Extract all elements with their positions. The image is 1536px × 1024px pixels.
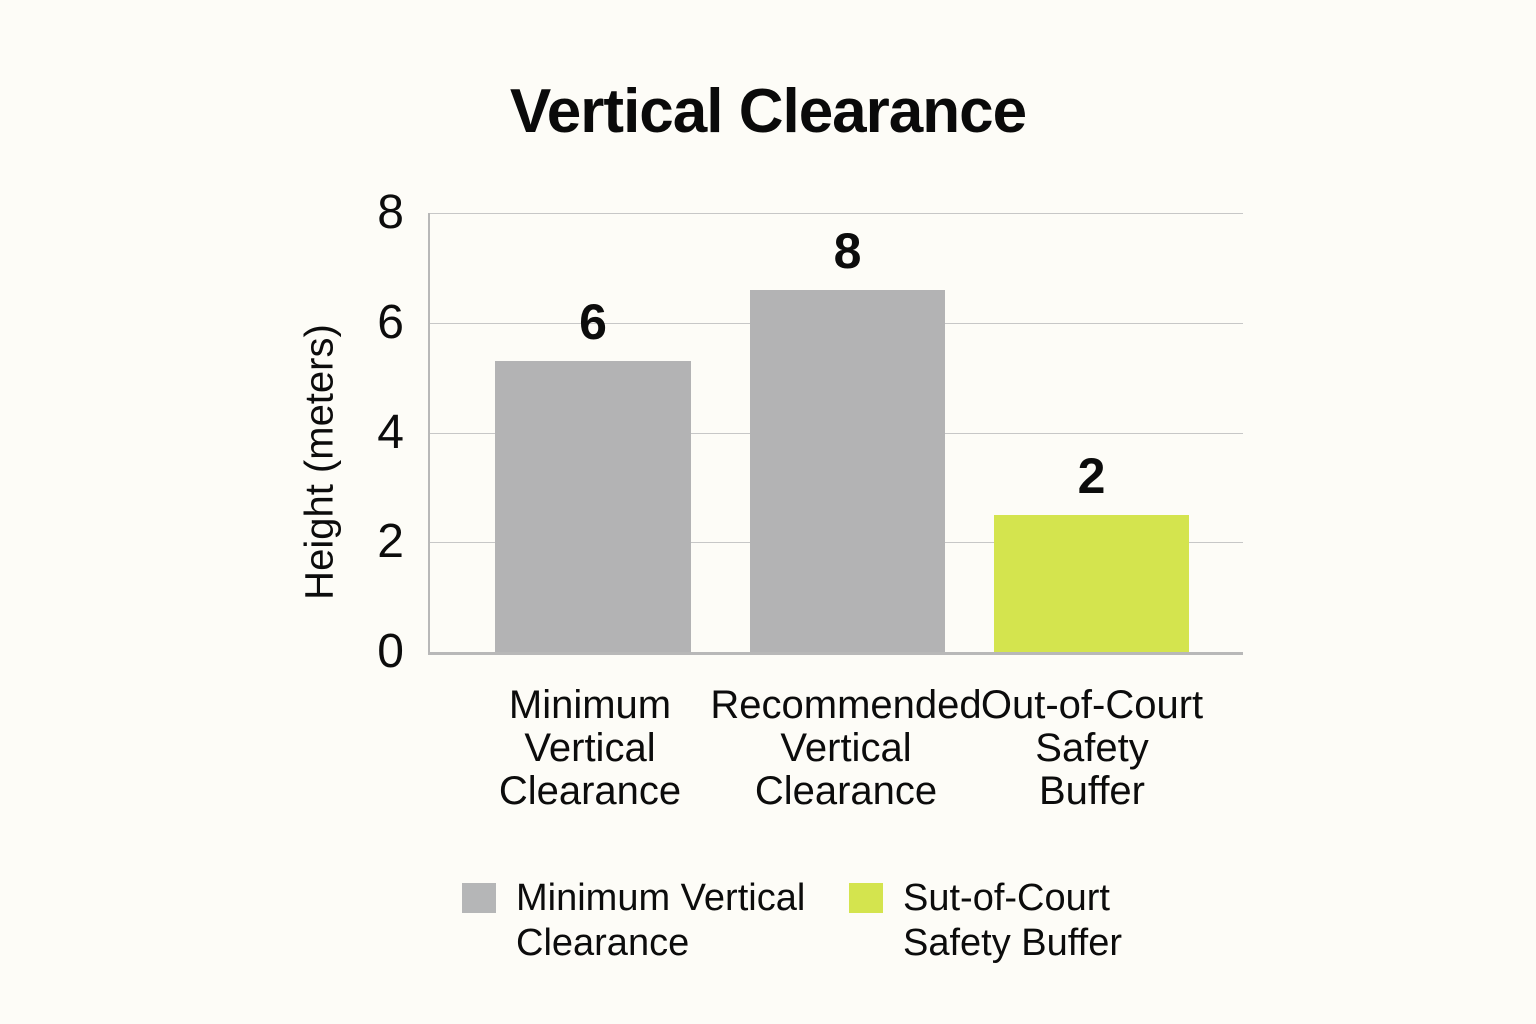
y-axis-title: Height (meters) [297, 324, 342, 600]
y-tick-label-0: 0 [377, 625, 404, 678]
bar-recommended-vertical-clearance: 8 [750, 226, 945, 652]
y-tick-label-8: 8 [377, 186, 404, 239]
y-tick-label-4: 4 [377, 405, 404, 459]
legend-swatch-green [849, 883, 883, 913]
gridline-8 [430, 213, 1243, 214]
bar-minimum-vertical-clearance: 6 [495, 297, 691, 652]
x-tick-label-minimum-vertical-clearance: Minimum Vertical Clearance [498, 683, 682, 814]
bar-value-label: 6 [579, 294, 607, 351]
y-tick-label-6: 6 [377, 295, 404, 349]
x-tick-label-recommended-vertical-clearance: Recommended Vertical Clearance [710, 683, 982, 814]
chart-title: Vertical Clearance [509, 77, 1027, 146]
bar-value-label: 8 [833, 222, 862, 279]
legend-item-minimum-vertical-clearance: Minimum Vertical Clearance [462, 876, 805, 966]
legend-swatch-gray [462, 883, 496, 913]
legend-label: Sut-of-Court Safety Buffer [903, 877, 1122, 964]
y-tick-label-2: 2 [377, 515, 404, 569]
plot-area: 8 6 4 2 0 6 8 2 [377, 189, 1243, 676]
bar-out-of-court-safety-buffer: 2 [994, 451, 1189, 652]
x-tick-label-out-of-court-safety-buffer: Out-of-Court Safety Buffer [980, 683, 1204, 814]
legend: Minimum Vertical Clearance Sut-of-Court … [0, 876, 1536, 986]
legend-label: Minimum Vertical Clearance [516, 877, 806, 964]
bar-value-label: 2 [1077, 447, 1106, 504]
legend-item-sut-of-court-safety-buffer: Sut-of-Court Safety Buffer [849, 876, 1122, 966]
